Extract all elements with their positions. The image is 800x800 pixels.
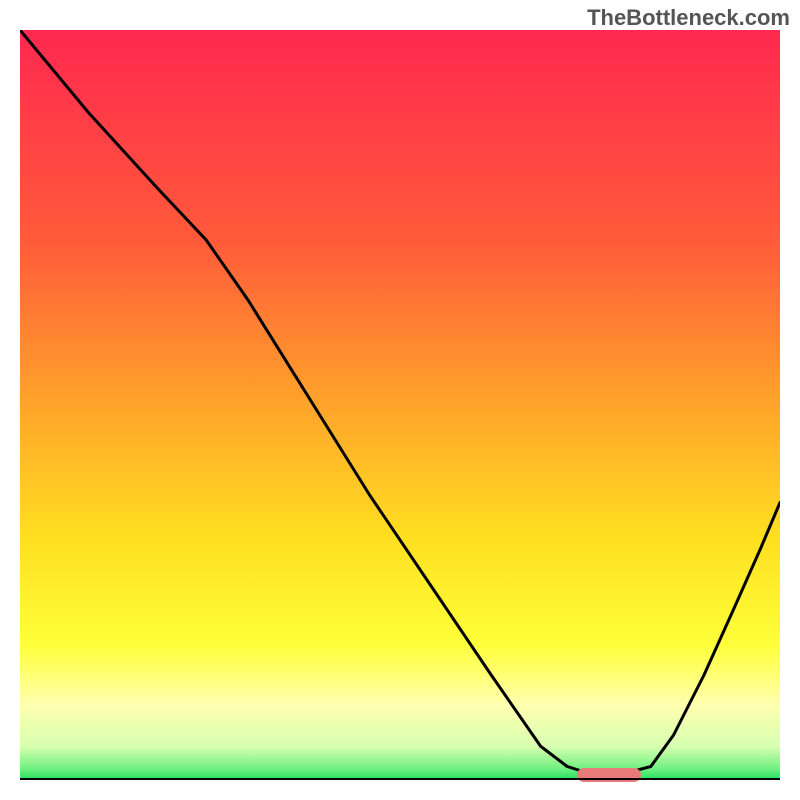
curve-line — [20, 30, 780, 780]
watermark-label: TheBottleneck.com — [587, 5, 790, 31]
x-axis — [20, 778, 780, 780]
chart-container: TheBottleneck.com — [0, 0, 800, 800]
plot-area — [20, 30, 780, 780]
